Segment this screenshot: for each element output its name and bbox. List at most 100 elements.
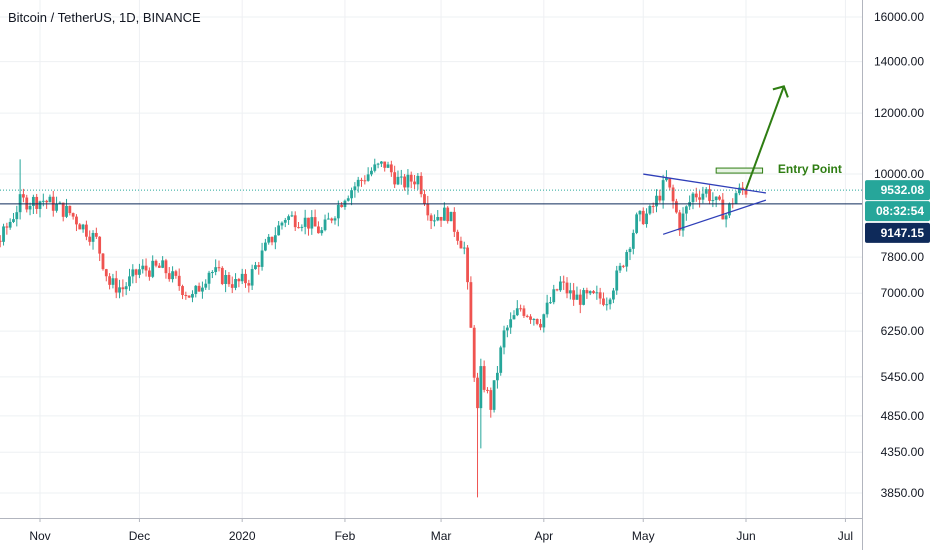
price-axis-tick-label: 6250.00: [881, 324, 925, 338]
price-axis-tick-label: 10000.00: [874, 167, 924, 181]
candle-body: [154, 260, 158, 266]
candle-body: [174, 271, 178, 276]
candle-body: [184, 295, 188, 297]
candle-body: [101, 253, 105, 270]
candle-body: [58, 202, 62, 204]
candle-body: [323, 219, 327, 231]
candle-body: [360, 179, 363, 181]
candle-body: [197, 285, 201, 292]
candle-body: [486, 389, 489, 391]
candle-body: [383, 161, 387, 168]
candle-body: [41, 200, 45, 202]
candle-body: [104, 269, 108, 277]
candle-body: [78, 224, 82, 230]
candle-body: [641, 210, 645, 225]
candle-body: [167, 273, 171, 280]
candle-body: [151, 260, 155, 277]
candle-body: [389, 164, 393, 173]
candle-body: [459, 240, 463, 249]
countdown-badge-bg: [865, 201, 930, 222]
candle-body: [114, 278, 118, 293]
candle-body: [8, 221, 12, 228]
candle-body: [734, 193, 738, 204]
candle-body: [605, 304, 609, 306]
candle-body: [350, 190, 353, 199]
candle-body: [164, 260, 168, 274]
entry-point-label: Entry Point: [778, 162, 842, 176]
time-axis-tick-label: Feb: [335, 529, 356, 543]
candle-body: [118, 287, 121, 293]
candle-body: [476, 377, 479, 409]
candle-body: [254, 265, 257, 270]
candle-body: [704, 189, 708, 194]
price-axis-tick-label: 3850.00: [881, 486, 925, 500]
price-axis-tick-label: 7800.00: [881, 250, 925, 264]
candle-body: [191, 294, 194, 298]
candle-body: [572, 290, 576, 300]
candle-body: [244, 273, 247, 284]
candle-body: [250, 269, 254, 286]
candle-body: [108, 276, 112, 285]
candle-body: [128, 276, 131, 287]
candle-body: [525, 315, 529, 317]
candle-body: [628, 248, 632, 253]
candle-body: [505, 327, 509, 331]
candle-body: [552, 289, 556, 303]
candle-body: [555, 289, 559, 291]
candle-body: [489, 390, 493, 410]
candle-body: [290, 215, 294, 217]
candle-body: [396, 176, 400, 185]
candle-body: [592, 291, 595, 294]
candle-body: [446, 207, 450, 222]
candle-body: [273, 235, 277, 243]
candle-body: [502, 330, 506, 348]
candle-body: [545, 302, 549, 315]
candle-body: [535, 319, 539, 324]
candle-body: [207, 272, 211, 284]
candle-body: [181, 286, 184, 296]
candle-body: [406, 174, 410, 188]
candle-body: [608, 299, 612, 305]
candle-body: [598, 292, 602, 299]
candle-body: [121, 287, 125, 290]
candle-body: [515, 308, 519, 316]
candle-body: [721, 199, 725, 220]
candle-body: [472, 327, 476, 378]
candle-body: [595, 292, 599, 294]
candle-body: [293, 215, 297, 228]
candle-body: [270, 236, 274, 243]
candle-body: [88, 236, 92, 242]
candle-body: [618, 265, 622, 271]
candle-body: [356, 179, 360, 187]
candle-body: [602, 298, 605, 305]
triangle-upper-trendline: [643, 173, 766, 194]
candle-body: [85, 224, 88, 237]
candle-body: [65, 205, 68, 217]
candle-body: [333, 218, 337, 221]
candle-body: [201, 287, 204, 292]
candle-body: [568, 290, 572, 294]
candle-body: [280, 222, 284, 226]
candle-body: [277, 225, 281, 236]
time-axis-tick-label: Jul: [838, 529, 853, 543]
candle-body: [558, 281, 562, 291]
candle-body: [310, 217, 314, 229]
candle-body: [651, 206, 655, 208]
time-axis-tick-label: Nov: [29, 529, 50, 543]
candle-body: [91, 232, 95, 242]
candle-body: [737, 187, 741, 194]
candle-body: [141, 265, 145, 270]
candle-body: [204, 283, 208, 288]
candle-body: [157, 265, 161, 268]
candle-body: [674, 201, 678, 213]
candle-body: [565, 282, 569, 294]
candle-body: [711, 200, 715, 202]
candle-body: [479, 366, 483, 409]
breakout-arrow-head: [772, 85, 789, 98]
candle-body: [403, 176, 407, 188]
time-axis-tick-label: Mar: [431, 529, 452, 543]
candle-body: [562, 281, 566, 283]
candle-body: [71, 213, 75, 217]
